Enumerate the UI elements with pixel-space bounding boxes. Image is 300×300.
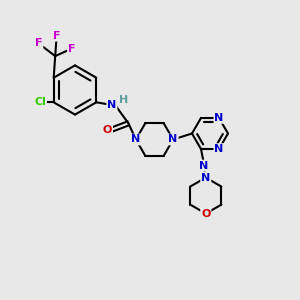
Text: F: F	[53, 31, 60, 41]
Text: N: N	[214, 144, 224, 154]
Text: N: N	[199, 160, 208, 171]
Text: Cl: Cl	[34, 97, 46, 107]
Text: H: H	[119, 95, 128, 105]
Text: N: N	[201, 172, 210, 183]
Text: N: N	[131, 134, 140, 145]
Text: N: N	[169, 134, 178, 145]
Text: N: N	[214, 113, 224, 123]
Text: N: N	[107, 100, 116, 110]
Text: F: F	[35, 38, 42, 49]
Text: F: F	[68, 44, 75, 54]
Text: O: O	[103, 125, 112, 135]
Text: O: O	[201, 208, 211, 219]
